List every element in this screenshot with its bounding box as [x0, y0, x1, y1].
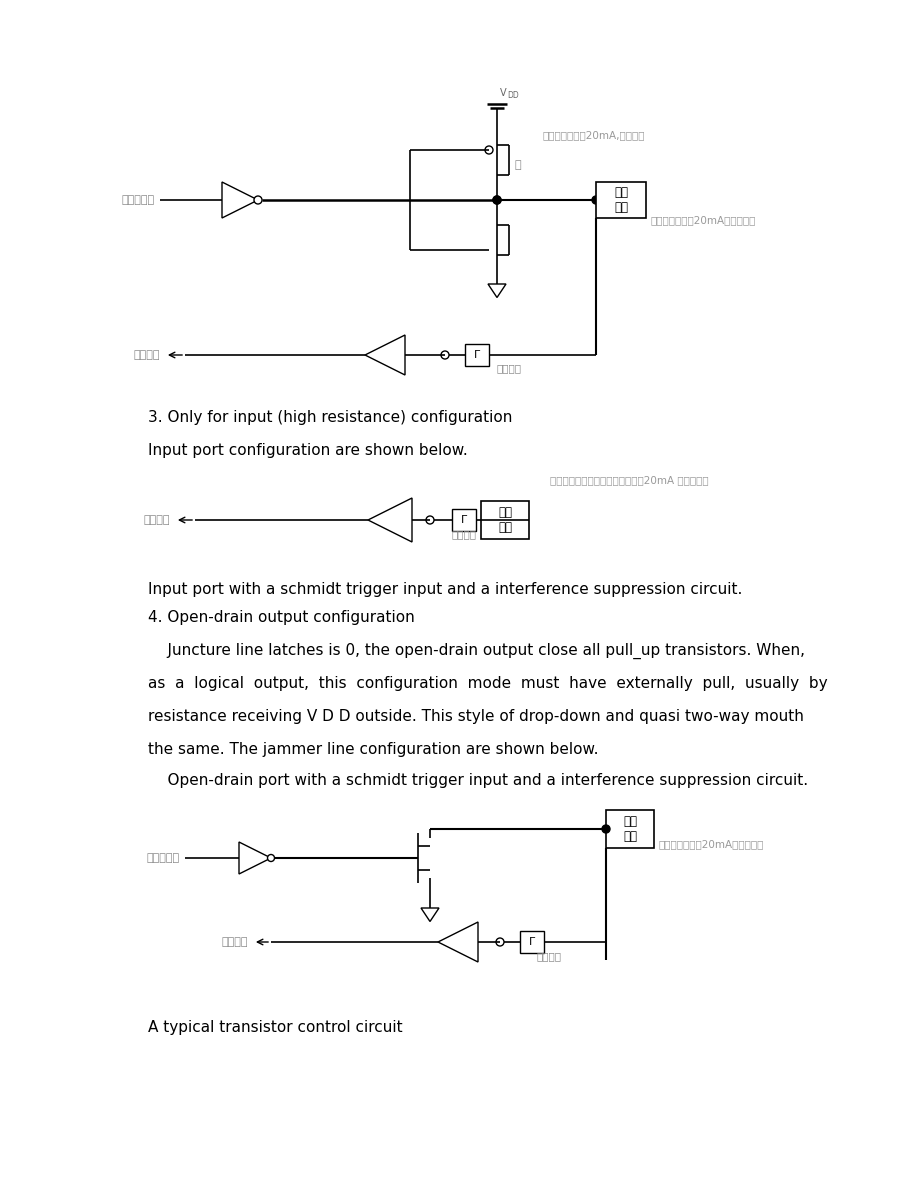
Text: Juncture line latches is 0, the open-drain output close all pull_up transistors.: Juncture line latches is 0, the open-dra… [148, 643, 804, 659]
Text: 输入数据: 输入数据 [143, 515, 170, 525]
Text: 拉电流最大可到20mA,输出高时: 拉电流最大可到20mA,输出高时 [542, 130, 645, 141]
Circle shape [495, 939, 504, 946]
Text: A typical transistor control circuit: A typical transistor control circuit [148, 1019, 403, 1035]
Text: Input port with a schmidt trigger input and a interference suppression circuit.: Input port with a schmidt trigger input … [148, 582, 742, 597]
Circle shape [493, 197, 501, 204]
Circle shape [440, 351, 448, 358]
Text: 输入数据: 输入数据 [221, 937, 248, 947]
Text: 口锁存数据: 口锁存数据 [147, 853, 180, 863]
Text: 强: 强 [515, 160, 521, 170]
Circle shape [254, 197, 262, 204]
Text: 端口
引脚: 端口 引脚 [497, 506, 512, 534]
Text: Γ: Γ [473, 350, 480, 360]
Bar [481, 501, 528, 540]
Text: 口锁存数据: 口锁存数据 [121, 195, 154, 205]
Text: 端口
引脚: 端口 引脚 [622, 815, 636, 843]
Bar [464, 344, 489, 366]
Circle shape [267, 854, 274, 861]
Text: Γ: Γ [460, 515, 467, 525]
Text: 干扰滤波: 干扰滤波 [451, 529, 476, 540]
Circle shape [484, 146, 493, 154]
Text: Open-drain port with a schmidt trigger input and a interference suppression circ: Open-drain port with a schmidt trigger i… [148, 773, 807, 788]
Text: resistance receiving V D D outside. This style of drop-down and quasi two-way mo: resistance receiving V D D outside. This… [148, 709, 803, 724]
Circle shape [591, 197, 599, 204]
Text: 灌电流也可承受20mA，输出低时: 灌电流也可承受20mA，输出低时 [658, 838, 764, 849]
Circle shape [601, 825, 609, 833]
Text: as  a  logical  output,  this  configuration  mode  must  have  externally  pull: as a logical output, this configuration … [148, 676, 827, 691]
Text: 输入数据: 输入数据 [133, 350, 160, 360]
Bar [519, 931, 543, 953]
Text: 灌电流也可承受20mA，输出低时: 灌电流也可承受20mA，输出低时 [651, 216, 755, 225]
Text: the same. The jammer line configuration are shown below.: the same. The jammer line configuration … [148, 742, 598, 757]
Text: 端口
引脚: 端口 引脚 [613, 186, 628, 214]
Text: Input port configuration are shown below.: Input port configuration are shown below… [148, 443, 467, 459]
Text: DD: DD [506, 91, 518, 100]
Text: Γ: Γ [528, 937, 535, 947]
Text: 4. Open-drain output configuration: 4. Open-drain output configuration [148, 610, 414, 625]
Text: 3. Only for input (high resistance) configuration: 3. Only for input (high resistance) conf… [148, 410, 512, 425]
Bar [606, 810, 653, 848]
Text: 干扰滤波: 干扰滤波 [537, 950, 562, 961]
Circle shape [493, 197, 501, 204]
Circle shape [425, 516, 434, 524]
Text: 干扰滤波: 干扰滤波 [496, 363, 521, 373]
Text: V: V [499, 88, 506, 98]
Bar [596, 182, 645, 218]
Bar [451, 509, 475, 531]
Text: 仅为输入（高阻）时，不提供吸全20mA 电流的能力: 仅为输入（高阻）时，不提供吸全20mA 电流的能力 [550, 475, 708, 485]
